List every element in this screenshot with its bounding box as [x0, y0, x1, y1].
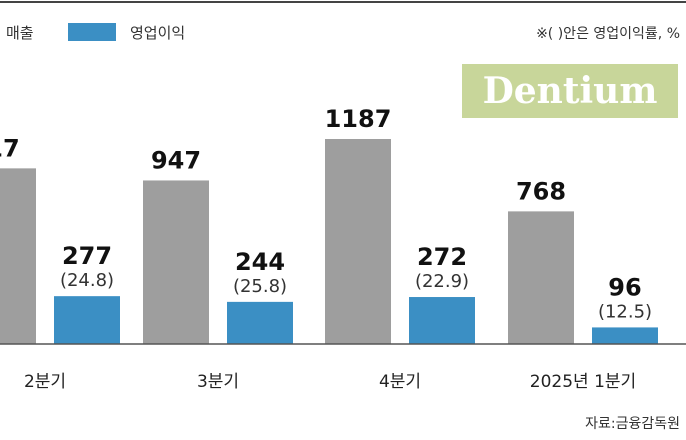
x-tick-labels: 2분기 3분기 4분기 2025년 1분기 [24, 372, 636, 392]
legend-label-op-profit: 영업이익 [130, 24, 185, 42]
x-tick-label-0: 2분기 [24, 372, 66, 392]
dentium-logo: Dentium [462, 64, 678, 118]
margin-label-0: (24.8) [60, 270, 114, 291]
x-tick-label-3: 2025년 1분기 [530, 372, 636, 392]
logo-text: Dentium [483, 70, 658, 112]
bar-op-profit-1 [227, 301, 293, 344]
value-label-sales-1: 947 [151, 146, 201, 174]
bars-layer [0, 139, 658, 344]
legend-label-sales: 매출 [6, 24, 34, 42]
bar-sales-1 [143, 180, 209, 344]
value-label-op-profit-0: 277 [62, 242, 112, 270]
margin-note: ※( )안은 영업이익률, % [536, 26, 680, 42]
value-label-op-profit-1: 244 [235, 248, 285, 276]
bar-op-profit-3 [592, 327, 658, 344]
bar-sales-2 [325, 139, 391, 344]
bar-sales-3 [508, 211, 574, 344]
margin-label-1: (25.8) [233, 276, 287, 297]
bar-op-profit-0 [54, 296, 120, 344]
x-tick-label-1: 3분기 [197, 372, 239, 392]
x-tick-label-2: 4분기 [379, 372, 421, 392]
source-note: 자료:금융감독원 [585, 416, 680, 432]
value-labels-layer: 17 (24.8)277 947 (25.8)244 1187 (22.9)272 768 (… [0, 105, 652, 322]
margin-label-2: (22.9) [415, 271, 469, 292]
value-label-sales-3: 768 [516, 177, 566, 205]
value-label-sales-0: 17 [0, 134, 20, 162]
margin-label-3: (12.5) [598, 301, 652, 322]
value-label-op-profit-3: 96 [608, 273, 641, 301]
bar-sales-0 [0, 168, 36, 344]
value-label-sales-2: 1187 [325, 105, 392, 133]
value-label-op-profit-2: 272 [417, 243, 467, 271]
bar-op-profit-2 [409, 297, 475, 344]
legend-swatch-op-profit [68, 23, 116, 41]
logo-background [462, 64, 678, 118]
legend: 매출 영업이익 [6, 23, 185, 42]
